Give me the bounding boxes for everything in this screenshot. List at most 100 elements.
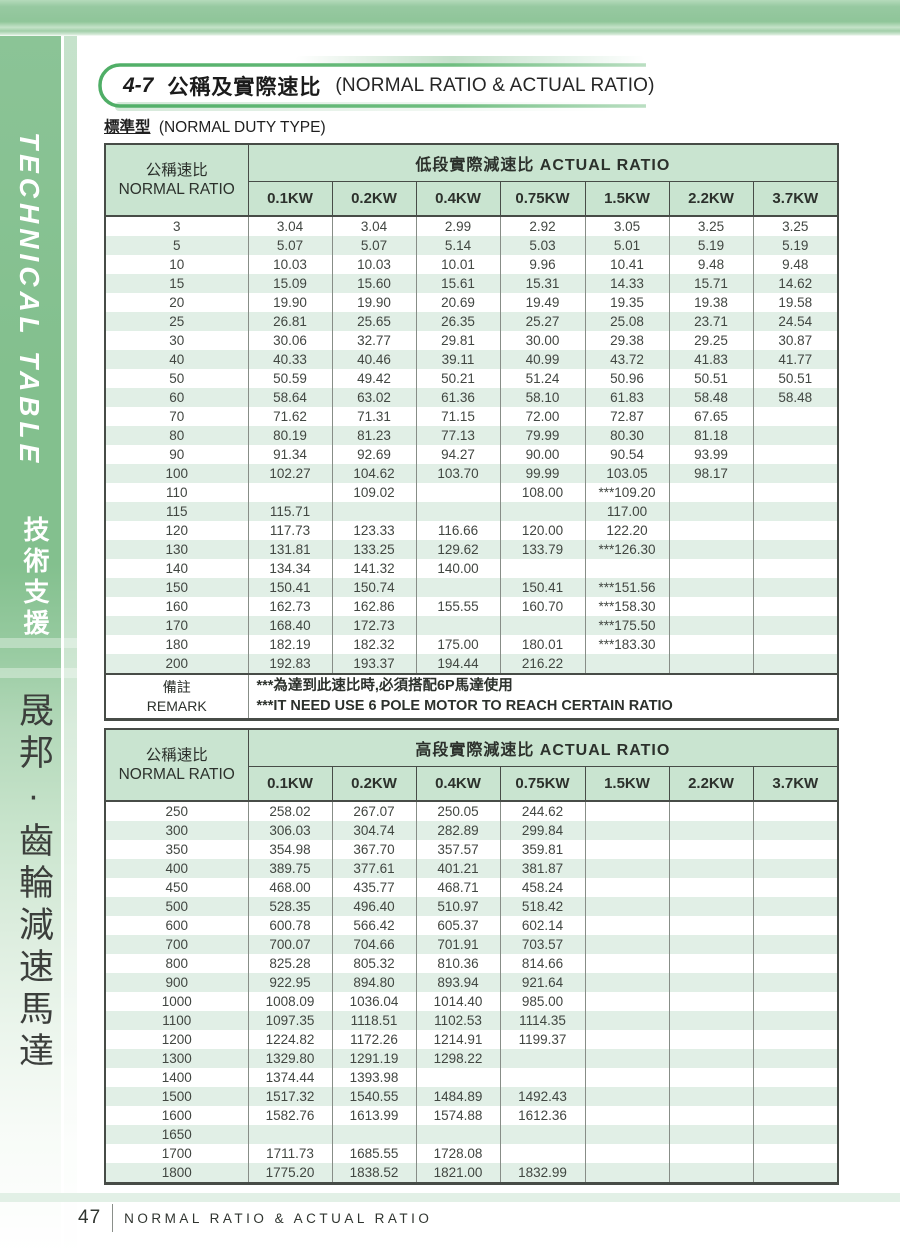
sidebar-stripe <box>0 668 80 678</box>
value-cell: 1102.53 <box>415 1011 501 1030</box>
row-header-en: NORMAL RATIO <box>118 766 235 783</box>
value-cell: 58.48 <box>752 388 839 407</box>
value-cell: 72.87 <box>584 407 670 426</box>
ratio-cell: 15 <box>104 274 249 293</box>
value-cell: 103.05 <box>584 464 670 483</box>
column-header-kw: 0.2KW <box>331 181 417 217</box>
value-cell <box>752 1125 839 1144</box>
table-row: 25 26.81 25.65 26.35 25.27 25.08 23.71 24.54 <box>104 312 839 331</box>
value-cell: 19.58 <box>752 293 839 312</box>
table-row: 1300 1329.80 1291.19 1298.22 <box>104 1049 839 1068</box>
value-cell: 192.83 <box>247 654 333 674</box>
value-cell: 40.33 <box>247 350 333 369</box>
value-cell <box>752 821 839 840</box>
table-row: 40 40.33 40.46 39.11 40.99 43.72 41.83 41.77 <box>104 350 839 369</box>
table-row: 1100 1097.35 1118.51 1102.53 1114.35 <box>104 1011 839 1030</box>
value-cell: 814.66 <box>499 954 586 973</box>
value-cell <box>584 1068 670 1087</box>
value-cell: 90.54 <box>584 445 670 464</box>
value-cell: 306.03 <box>247 821 333 840</box>
value-cell <box>247 1125 333 1144</box>
value-cell <box>668 935 754 954</box>
value-cell: 117.00 <box>584 502 670 521</box>
value-cell: 50.59 <box>247 369 333 388</box>
value-cell: 194.44 <box>415 654 501 674</box>
value-cell: 41.77 <box>752 350 839 369</box>
value-cell <box>415 483 501 502</box>
value-cell: 103.70 <box>415 464 501 483</box>
value-cell <box>584 654 670 674</box>
value-cell <box>584 916 670 935</box>
value-cell: 1291.19 <box>331 1049 417 1068</box>
ratio-cell: 150 <box>104 578 249 597</box>
value-cell: 131.81 <box>247 540 333 559</box>
value-cell: 79.99 <box>499 426 586 445</box>
value-cell: 825.28 <box>247 954 333 973</box>
value-cell: 15.31 <box>499 274 586 293</box>
value-cell <box>331 1125 417 1144</box>
value-cell <box>499 616 586 635</box>
value-cell <box>752 616 839 635</box>
row-header-normal-ratio: 公稱速比 NORMAL RATIO <box>104 143 249 217</box>
ratio-cell: 1700 <box>104 1144 249 1163</box>
value-cell: 9.96 <box>499 255 586 274</box>
value-cell: 123.33 <box>331 521 417 540</box>
ratio-cell: 30 <box>104 331 249 350</box>
footer-divider <box>112 1204 114 1232</box>
value-cell: 26.81 <box>247 312 333 331</box>
sidebar-stripe <box>0 638 80 648</box>
ratio-cell: 700 <box>104 935 249 954</box>
value-cell: 894.80 <box>331 973 417 992</box>
value-cell: 150.41 <box>247 578 333 597</box>
remark-line-zh: ***為達到此速比時,必須搭配6P馬達使用 <box>256 678 513 694</box>
column-header-kw: 1.5KW <box>584 766 670 802</box>
value-cell: 1008.09 <box>247 992 333 1011</box>
value-cell: 32.77 <box>331 331 417 350</box>
value-cell <box>752 540 839 559</box>
ratio-cell: 3 <box>104 216 249 236</box>
value-cell: 1517.32 <box>247 1087 333 1106</box>
value-cell: 81.23 <box>331 426 417 445</box>
table-row: 10 10.03 10.03 10.01 9.96 10.41 9.48 9.48 <box>104 255 839 274</box>
table-row: 5 5.07 5.07 5.14 5.03 5.01 5.19 5.19 <box>104 236 839 255</box>
value-cell: 304.74 <box>331 821 417 840</box>
value-cell <box>499 1125 586 1144</box>
table-row: 300 306.03 304.74 282.89 299.84 <box>104 821 839 840</box>
value-cell: 1199.37 <box>499 1030 586 1049</box>
value-cell <box>668 1049 754 1068</box>
value-cell: 1574.88 <box>415 1106 501 1125</box>
table-row: 20 19.90 19.90 20.69 19.49 19.35 19.38 19.58 <box>104 293 839 312</box>
remark-label-cell: 備註 REMARK <box>104 673 248 720</box>
ratio-cell: 160 <box>104 597 249 616</box>
value-cell <box>752 597 839 616</box>
sidebar-brand-text: 晟邦·齒輪減速馬達 <box>14 692 53 1074</box>
value-cell <box>752 483 839 502</box>
value-cell: 922.95 <box>247 973 333 992</box>
value-cell: 1329.80 <box>247 1049 333 1068</box>
sidebar-title-zh: 技術支援 <box>20 516 50 640</box>
value-cell <box>752 1144 839 1163</box>
table-row: 500 528.35 496.40 510.97 518.42 <box>104 897 839 916</box>
value-cell <box>668 1087 754 1106</box>
value-cell: 98.17 <box>668 464 754 483</box>
value-cell: 160.70 <box>499 597 586 616</box>
value-cell: 116.66 <box>415 521 501 540</box>
value-cell: 155.55 <box>415 597 501 616</box>
value-cell <box>752 521 839 540</box>
ratio-cell: 1100 <box>104 1011 249 1030</box>
value-cell: 5.03 <box>499 236 586 255</box>
value-cell <box>752 840 839 859</box>
value-cell <box>752 1030 839 1049</box>
value-cell: 71.31 <box>331 407 417 426</box>
table-row: 800 825.28 805.32 810.36 814.66 <box>104 954 839 973</box>
value-cell <box>584 821 670 840</box>
value-cell: 1775.20 <box>247 1163 333 1184</box>
table-row: 50 50.59 49.42 50.21 51.24 50.96 50.51 50.51 <box>104 369 839 388</box>
value-cell <box>331 502 417 521</box>
value-cell: 20.69 <box>415 293 501 312</box>
ratio-cell: 200 <box>104 654 249 674</box>
value-cell: 39.11 <box>415 350 501 369</box>
table-row: 30 30.06 32.77 29.81 30.00 29.38 29.25 30.87 <box>104 331 839 350</box>
table-row: 350 354.98 367.70 357.57 359.81 <box>104 840 839 859</box>
ratio-cell: 1500 <box>104 1087 249 1106</box>
